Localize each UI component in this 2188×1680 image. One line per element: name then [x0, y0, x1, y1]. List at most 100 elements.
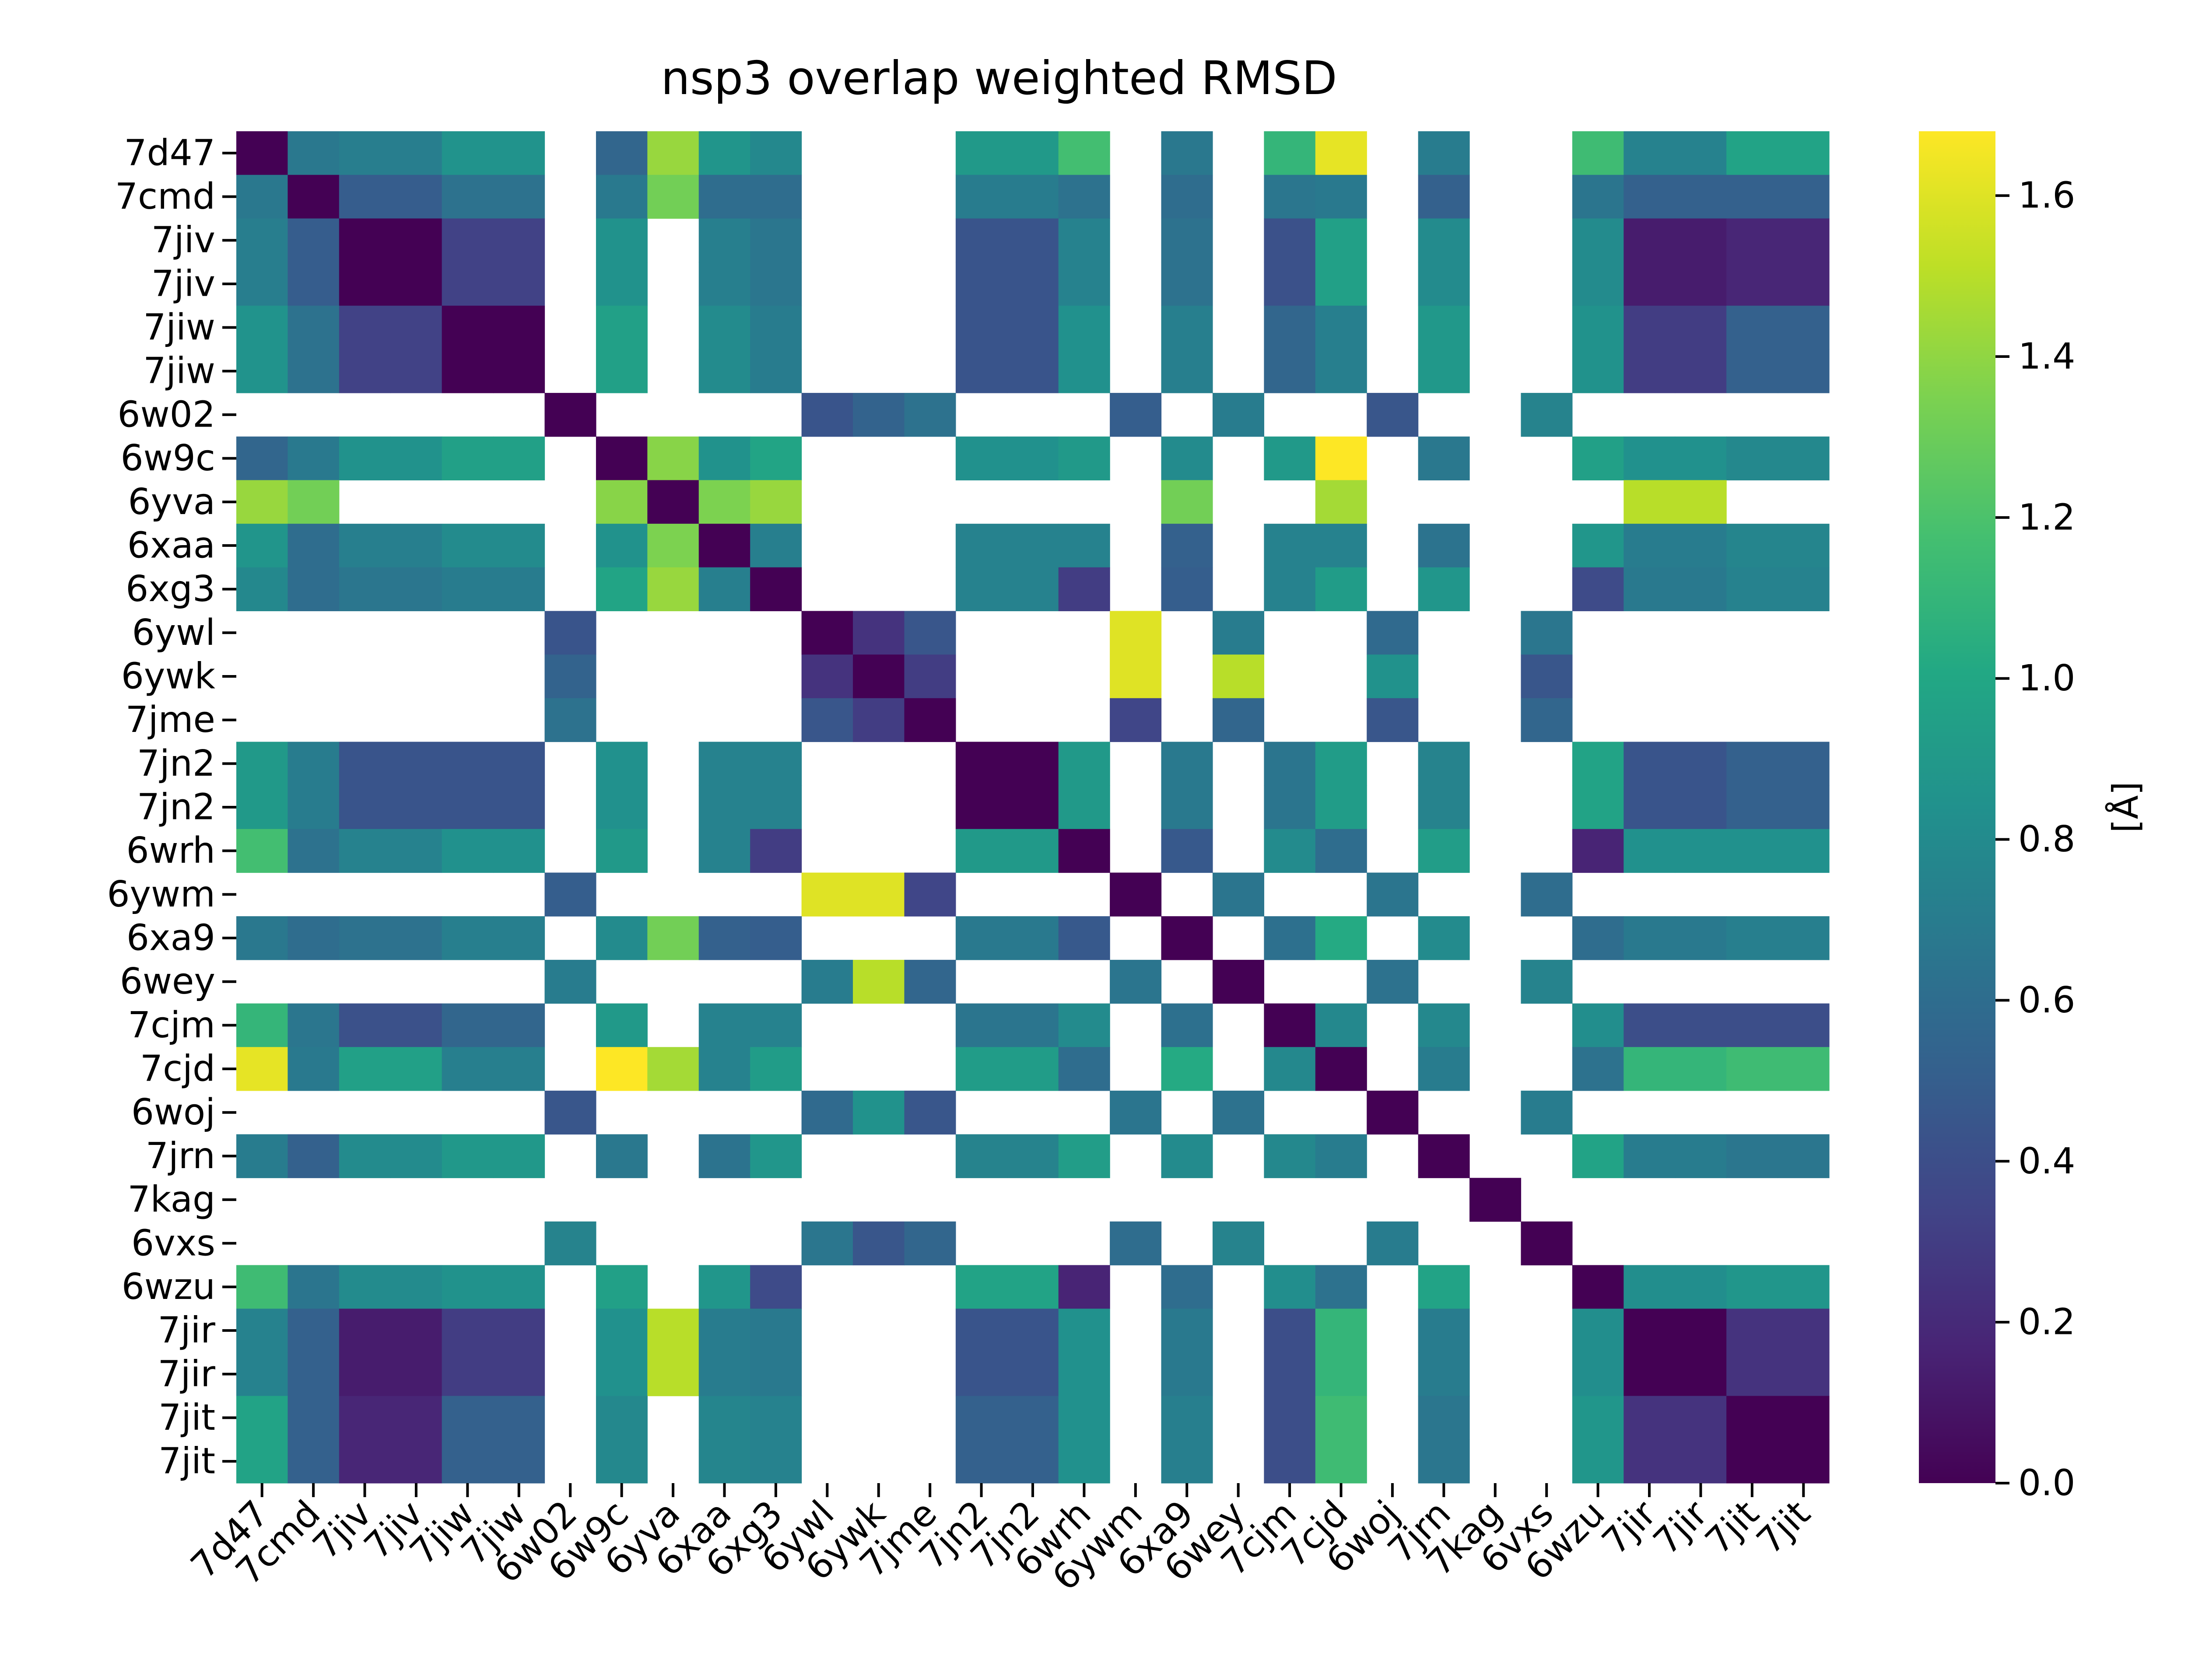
heatmap-cell: [1521, 872, 1573, 917]
heatmap-cell: [698, 1265, 750, 1309]
heatmap-cell: [1315, 742, 1367, 786]
heatmap-cell: [236, 742, 288, 786]
heatmap-cell: [1521, 393, 1573, 437]
heatmap-cell: [1572, 1396, 1624, 1440]
heatmap-cell: [955, 742, 1007, 786]
heatmap-cell: [493, 262, 545, 306]
heatmap-cell: [1315, 175, 1367, 219]
heatmap-cell: [236, 1352, 288, 1396]
heatmap-cell: [493, 175, 545, 219]
heatmap-cell: [1726, 829, 1778, 873]
colorbar-tick-label: 0.6: [2018, 980, 2075, 1021]
heatmap-cell: [1315, 785, 1367, 830]
heatmap-cell: [1418, 175, 1470, 219]
heatmap-cell: [750, 131, 802, 175]
heatmap-cell: [1726, 305, 1778, 350]
y-tick-label: 6wey: [120, 961, 215, 1002]
heatmap-cell: [1778, 349, 1830, 393]
heatmap-cell: [904, 698, 956, 742]
heatmap-cell: [390, 1047, 442, 1091]
heatmap-cell: [1778, 829, 1830, 873]
heatmap-cell: [904, 611, 956, 655]
heatmap-cell: [1161, 524, 1213, 568]
heatmap-cell: [1418, 305, 1470, 350]
heatmap-cell: [1161, 262, 1213, 306]
heatmap-cell: [1007, 567, 1059, 612]
heatmap-cell: [339, 1439, 391, 1484]
heatmap-cell: [853, 1090, 905, 1135]
heatmap-cell: [544, 611, 596, 655]
heatmap-cell: [1212, 872, 1264, 917]
heatmap-cell: [750, 829, 802, 873]
heatmap-cell: [544, 654, 596, 699]
heatmap-cell: [1418, 349, 1470, 393]
heatmap-cell: [1675, 1134, 1727, 1178]
heatmap-cell: [1778, 175, 1830, 219]
colorbar-tick-label: 1.4: [2018, 336, 2075, 378]
heatmap-cell: [596, 218, 648, 262]
heatmap-cell: [1675, 524, 1727, 568]
heatmap-cell: [1675, 829, 1727, 873]
y-tick-label: 6ywk: [121, 655, 216, 697]
heatmap-cell: [339, 1047, 391, 1091]
heatmap-cell: [1212, 611, 1264, 655]
heatmap-cell: [750, 916, 802, 960]
heatmap-cell: [698, 1134, 750, 1178]
heatmap-cell: [236, 1396, 288, 1440]
heatmap-cell: [853, 654, 905, 699]
heatmap-cell: [801, 393, 853, 437]
heatmap-cell: [750, 480, 802, 524]
heatmap-cell: [853, 698, 905, 742]
heatmap-cell: [1161, 1352, 1213, 1396]
heatmap-cell: [236, 1309, 288, 1353]
heatmap-cell: [339, 218, 391, 262]
heatmap-cell: [1058, 349, 1110, 393]
heatmap-cell: [1623, 1439, 1676, 1484]
heatmap-cell: [390, 1003, 442, 1047]
heatmap-cell: [288, 524, 340, 568]
heatmap-cell: [1315, 218, 1367, 262]
heatmap-cell: [390, 1309, 442, 1353]
heatmap-cell: [1007, 742, 1059, 786]
heatmap-cell: [390, 218, 442, 262]
heatmap-cell: [1161, 436, 1213, 481]
heatmap-cell: [339, 1352, 391, 1396]
heatmap-cell: [596, 1439, 648, 1484]
heatmap-cell: [596, 785, 648, 830]
heatmap-cell: [698, 175, 750, 219]
heatmap-cell: [236, 567, 288, 612]
heatmap-cell: [750, 175, 802, 219]
heatmap-cell: [1007, 131, 1059, 175]
heatmap-cell: [1264, 1047, 1316, 1091]
heatmap-cell: [339, 742, 391, 786]
heatmap-cell: [1726, 131, 1778, 175]
heatmap-cell: [647, 480, 699, 524]
heatmap-cells: [236, 131, 1830, 1484]
heatmap-cell: [493, 1265, 545, 1309]
heatmap-cell: [596, 1003, 648, 1047]
heatmap-cell: [493, 1134, 545, 1178]
heatmap-cell: [1675, 1352, 1727, 1396]
heatmap-cell: [442, 305, 494, 350]
heatmap-cell: [1058, 218, 1110, 262]
heatmap-cell: [1418, 916, 1470, 960]
heatmap-cell: [1110, 393, 1162, 437]
heatmap-cell: [1418, 218, 1470, 262]
heatmap-cell: [1726, 175, 1778, 219]
heatmap-cell: [236, 262, 288, 306]
heatmap-cell: [339, 436, 391, 481]
heatmap-cell: [1778, 524, 1830, 568]
heatmap-cell: [442, 1439, 494, 1484]
colorbar-label: [Å]: [2105, 781, 2146, 833]
heatmap-cell: [236, 175, 288, 219]
heatmap-cell: [1264, 1265, 1316, 1309]
heatmap-cell: [1572, 524, 1624, 568]
heatmap-cell: [647, 567, 699, 612]
heatmap-cell: [1418, 1134, 1470, 1178]
heatmap-cell: [1623, 829, 1676, 873]
heatmap-cell: [1623, 480, 1676, 524]
heatmap-cell: [544, 959, 596, 1004]
heatmap-cell: [1007, 436, 1059, 481]
heatmap-cell: [1726, 916, 1778, 960]
heatmap-cell: [596, 829, 648, 873]
